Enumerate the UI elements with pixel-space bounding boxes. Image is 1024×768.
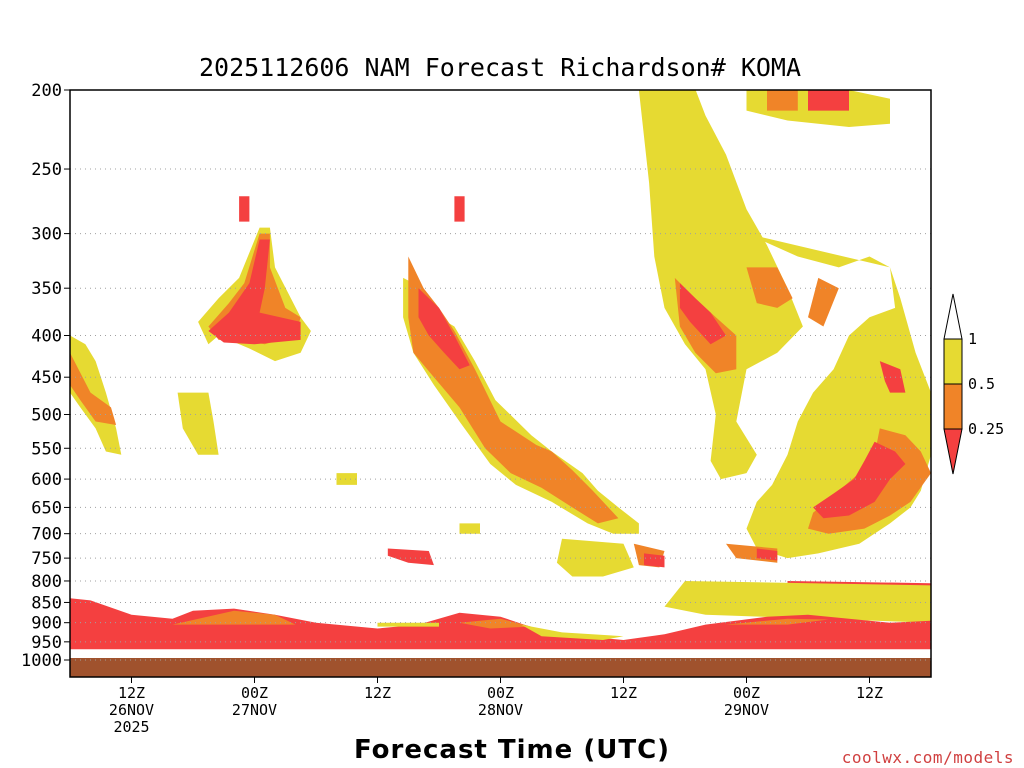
richardson-region-20 bbox=[879, 361, 906, 393]
y-tick-label-300: 300 bbox=[31, 225, 62, 245]
y-axis: 200 250 300 350 400 450 500 550 600 650 700 750 8008… bbox=[21, 81, 70, 671]
richardson-region-19 bbox=[813, 441, 906, 519]
plot-area bbox=[70, 90, 931, 677]
richardson-region-37 bbox=[459, 618, 532, 629]
x-tick-label-18-1: 27NOV bbox=[232, 701, 277, 719]
y-tick-label-450: 450 bbox=[31, 368, 62, 388]
y-tick-label-1000: 1000 bbox=[21, 651, 62, 671]
y-tick-label-950: 950 bbox=[31, 633, 62, 653]
x-tick-label-42-0: 00Z bbox=[487, 684, 514, 702]
x-tick-label-66-1: 29NOV bbox=[724, 701, 769, 719]
richardson-region-2 bbox=[70, 352, 117, 425]
colorbar: 0.25 0.5 1 bbox=[943, 293, 1004, 475]
credit-link[interactable]: coolwx.com/models bbox=[842, 748, 1014, 767]
richardson-region-10 bbox=[418, 288, 470, 370]
x-tick-label-6-2: 2025 bbox=[113, 718, 149, 736]
richardson-region-16 bbox=[746, 267, 793, 308]
richardson-region-22 bbox=[767, 90, 798, 111]
colorbar-label-1: 1 bbox=[968, 330, 977, 348]
colorbar-segment-below-0.25 bbox=[943, 428, 963, 475]
x-tick-label-78-0: 12Z bbox=[856, 684, 883, 702]
x-tick-label-18-0: 00Z bbox=[241, 684, 268, 702]
ground-fill bbox=[70, 657, 931, 677]
richardson-region-25 bbox=[459, 523, 480, 534]
y-tick-label-800: 800 bbox=[31, 572, 62, 592]
chart-title: 2025112606 NAM Forecast Richardson# KOMA bbox=[199, 53, 801, 82]
richardson-region-6 bbox=[208, 239, 301, 345]
richardson-region-39 bbox=[521, 624, 624, 640]
colorbar-label-0.5: 0.5 bbox=[968, 375, 995, 393]
y-tick-label-850: 850 bbox=[31, 593, 62, 613]
y-tick-label-550: 550 bbox=[31, 439, 62, 459]
richardson-region-23 bbox=[808, 90, 849, 111]
richardson-region-29 bbox=[644, 553, 665, 568]
x-tick-label-66-0: 00Z bbox=[733, 684, 760, 702]
richardson-region-24 bbox=[336, 473, 357, 485]
y-tick-label-900: 900 bbox=[31, 614, 62, 634]
richardson-region-11 bbox=[454, 196, 465, 222]
y-tick-label-650: 650 bbox=[31, 498, 62, 518]
richardson-region-38 bbox=[726, 618, 829, 625]
richardson-region-8 bbox=[403, 277, 639, 534]
colorbar-label-0.25: 0.25 bbox=[968, 420, 1004, 438]
richardson-region-36 bbox=[172, 610, 296, 625]
richardson-region-34 bbox=[664, 581, 931, 623]
colorbar-segment-0.5-1 bbox=[943, 338, 963, 385]
richardson-region-31 bbox=[756, 548, 778, 561]
y-tick-label-250: 250 bbox=[31, 160, 62, 180]
richardson-region-9 bbox=[408, 256, 619, 524]
y-tick-label-400: 400 bbox=[31, 326, 62, 346]
richardson-region-40 bbox=[377, 622, 439, 627]
colorbar-segment-above-1 bbox=[943, 293, 963, 340]
y-tick-label-600: 600 bbox=[31, 470, 62, 490]
pressure-gridlines bbox=[70, 168, 931, 661]
richardson-region-3 bbox=[177, 392, 219, 455]
richardson-field bbox=[70, 90, 931, 650]
richardson-region-26 bbox=[556, 538, 634, 577]
richardson-region-17 bbox=[808, 277, 839, 327]
x-tick-label-6-1: 26NOV bbox=[109, 701, 154, 719]
y-tick-label-350: 350 bbox=[31, 279, 62, 299]
richardson-region-7 bbox=[239, 196, 250, 222]
y-tick-label-700: 700 bbox=[31, 525, 62, 545]
richardson-region-1 bbox=[70, 335, 122, 455]
colorbar-segment-0.25-0.5 bbox=[943, 383, 963, 430]
x-axis-title: Forecast Time (UTC) bbox=[354, 735, 670, 765]
y-tick-label-750: 750 bbox=[31, 549, 62, 569]
y-tick-label-200: 200 bbox=[31, 81, 62, 101]
ground-layer bbox=[70, 656, 931, 677]
x-tick-label-30-0: 12Z bbox=[364, 684, 391, 702]
x-tick-label-6-0: 12Z bbox=[118, 684, 145, 702]
x-tick-label-42-1: 28NOV bbox=[478, 701, 523, 719]
x-tick-label-54-0: 12Z bbox=[610, 684, 637, 702]
richardson-region-12 bbox=[638, 90, 803, 480]
richardson-region-28 bbox=[387, 548, 434, 566]
richardson-region-14 bbox=[679, 283, 726, 345]
y-tick-label-500: 500 bbox=[31, 406, 62, 426]
